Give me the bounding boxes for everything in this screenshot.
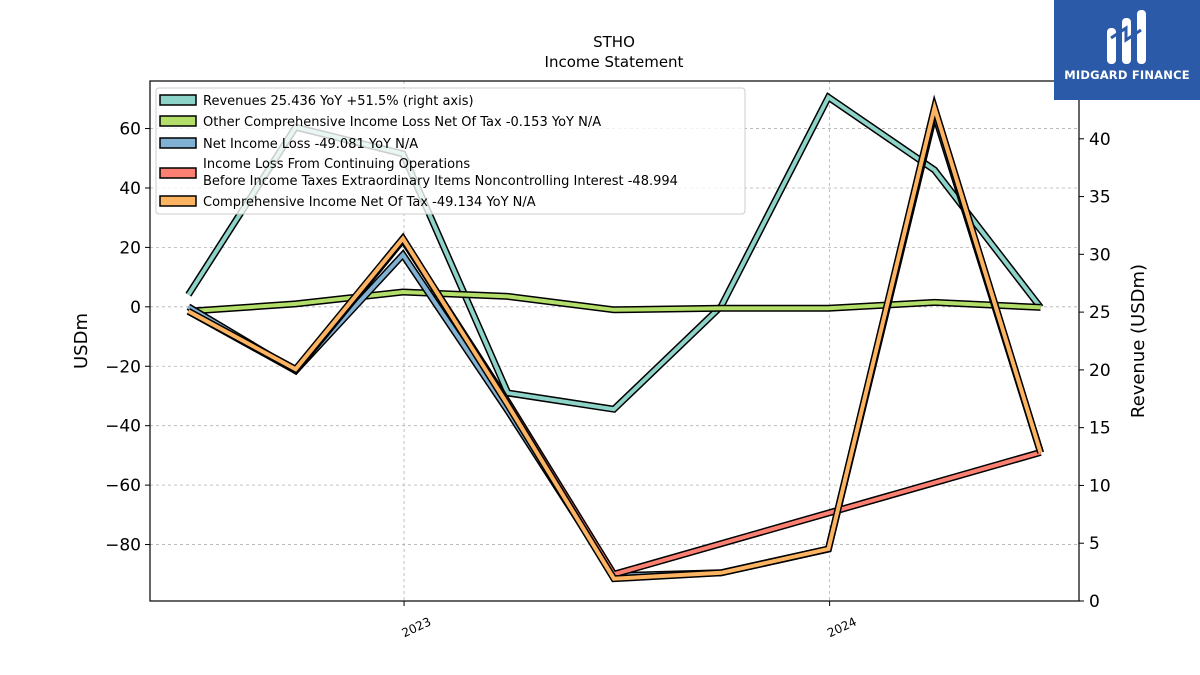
legend: Revenues 25.436 YoY +51.5% (right axis) O… <box>155 87 746 215</box>
brand-logo: MIDGARD FINANCE <box>1054 0 1200 100</box>
right-tick-label: 15 <box>1089 419 1111 439</box>
legend-label: Before Income Taxes Extraordinary Items … <box>203 174 678 189</box>
left-tick-label: 40 <box>119 179 141 199</box>
logo-mark-icon <box>1107 10 1146 64</box>
right-tick-label: 30 <box>1089 245 1111 265</box>
right-tick-label: 40 <box>1089 130 1111 150</box>
right-axis: 0 5 10 15 20 25 30 35 40 <box>1079 130 1111 612</box>
right-tick-label: 10 <box>1089 476 1111 496</box>
left-axis-label: USDm <box>71 313 92 369</box>
left-tick-label: −20 <box>105 357 141 377</box>
legend-label: Other Comprehensive Income Loss Net Of T… <box>203 115 601 130</box>
legend-swatch <box>159 94 197 106</box>
right-tick-label: 5 <box>1089 534 1100 554</box>
right-tick-label: 20 <box>1089 361 1111 381</box>
legend-swatch <box>159 137 197 149</box>
chart-title: STHO <box>593 33 635 51</box>
brand-name: MIDGARD FINANCE <box>1064 68 1190 82</box>
legend-label: Comprehensive Income Net Of Tax -49.134 … <box>203 195 536 210</box>
x-tick-label: 2023 <box>400 615 434 641</box>
left-tick-label: −40 <box>105 417 141 437</box>
legend-swatch <box>159 115 197 127</box>
right-tick-label: 35 <box>1089 188 1111 208</box>
left-axis: 60 40 20 0 −20 −40 −60 −80 <box>105 120 150 556</box>
series-lines <box>185 92 1044 583</box>
x-axis: 2023 2024 <box>400 601 859 640</box>
right-axis-label: Revenue (USDm) <box>1128 264 1149 418</box>
series-line <box>187 100 1043 581</box>
left-tick-label: −60 <box>105 476 141 496</box>
left-tick-label: 60 <box>119 120 141 140</box>
plot-frame <box>149 80 1080 602</box>
legend-label: Revenues 25.436 YoY +51.5% (right axis) <box>203 94 474 109</box>
series-line <box>188 289 1041 314</box>
legend-swatch <box>159 167 197 179</box>
legend-swatch <box>159 195 197 207</box>
legend-box <box>155 87 746 215</box>
left-tick-label: −80 <box>105 536 141 556</box>
x-tick-label: 2024 <box>825 615 859 641</box>
right-tick-label: 0 <box>1089 592 1100 612</box>
legend-label: Income Loss From Continuing Operations <box>203 157 470 172</box>
chart-subtitle: Income Statement <box>545 53 684 71</box>
legend-label: Net Income Loss -49.081 YoY N/A <box>203 137 418 152</box>
left-tick-label: 0 <box>130 298 141 318</box>
left-tick-label: 20 <box>119 238 141 258</box>
right-tick-label: 25 <box>1089 303 1111 323</box>
